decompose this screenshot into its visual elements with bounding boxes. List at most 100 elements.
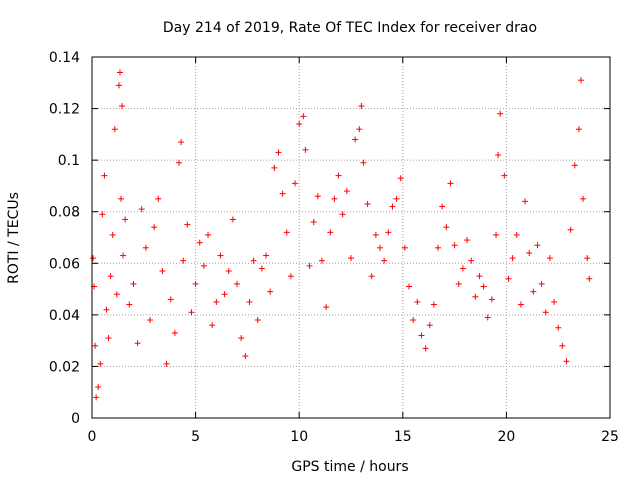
data-point [171,329,178,336]
data-point [213,298,220,305]
x-tick-label: 10 [290,429,308,445]
data-point [488,296,495,303]
data-point [314,193,321,200]
data-point [455,280,462,287]
data-point [584,255,591,262]
data-point [246,298,253,305]
data-point [134,340,141,347]
data-point [513,231,520,238]
data-point [418,332,425,339]
data-point [542,309,549,316]
data-point [250,257,257,264]
data-point [439,203,446,210]
data-point [348,255,354,262]
data-point [296,121,303,128]
plot-frame [91,56,611,419]
data-point [501,172,508,179]
data-point [368,273,375,280]
data-point [155,195,162,202]
x-tick-label: 5 [191,429,200,445]
y-tick-label: 0.14 [49,50,80,66]
data-point [393,195,400,202]
data-point [318,257,325,264]
y-axis-label: ROTI / TECUs [6,192,22,284]
data-point [586,275,593,282]
data-point [372,231,379,238]
data-point [410,317,417,324]
data-point [343,188,350,195]
data-point [271,164,278,171]
data-point [221,291,228,298]
data-point [443,224,450,231]
data-point [209,322,216,329]
data-point [577,77,584,84]
data-point [480,283,487,290]
x-tick-label: 15 [394,429,412,445]
data-point [107,273,114,280]
data-point [377,244,384,251]
data-point [522,198,529,205]
data-point [300,113,307,120]
data-point [116,69,123,76]
data-point [526,249,533,256]
data-point [184,221,191,228]
data-point [122,216,129,223]
data-point [225,268,232,275]
data-point [254,317,261,324]
data-point [385,229,392,236]
data-point [302,146,309,153]
data-point [364,200,371,207]
data-point [567,226,574,233]
x-tick-labels: 0 5 10 15 20 25 [88,429,619,445]
data-point [468,257,475,264]
data-point [495,151,502,158]
data-point [551,298,558,305]
data-point [258,265,265,272]
data-point [559,342,566,349]
x-tick-label: 20 [497,429,515,445]
data-point [92,342,99,349]
y-tick-label: 0.1 [58,153,80,169]
y-tick-label: 0.02 [49,359,80,375]
y-tick-label: 0.12 [49,102,80,118]
data-point [205,231,212,238]
data-point [335,172,342,179]
data-point [401,244,408,251]
data-point [327,229,334,236]
data-point [229,216,236,223]
data-point [530,288,537,295]
data-point [430,301,437,308]
chart-title: Day 214 of 2019, Rate Of TEC Index for r… [163,20,537,36]
data-point [234,280,241,287]
x-tick-label: 25 [601,429,619,445]
data-point [97,360,104,367]
data-point [105,335,112,342]
data-point [163,360,170,367]
data-point [200,262,207,269]
y-tick-labels: 0 0.02 0.04 0.06 0.08 0.1 0.12 0.14 [49,50,80,427]
data-point [517,301,524,308]
data-point [90,255,97,262]
data-point [142,244,149,251]
data-point [287,273,294,280]
data-point [310,219,317,226]
data-point [476,273,483,280]
data-point [138,206,145,213]
data-point [95,384,102,391]
data-point [263,252,270,259]
data-point [575,126,582,133]
data-point [126,301,133,308]
data-point [580,195,587,202]
data-point [323,304,330,311]
data-point [306,262,313,269]
data-point [279,190,286,197]
y-tick-label: 0.04 [49,308,80,324]
y-tick-label: 0.08 [49,205,80,221]
grid-lines [92,57,610,418]
x-axis-label: GPS time / hours [291,459,408,475]
data-point [103,306,110,313]
data-point [111,126,118,133]
data-point [115,82,122,89]
data-point [217,252,224,259]
